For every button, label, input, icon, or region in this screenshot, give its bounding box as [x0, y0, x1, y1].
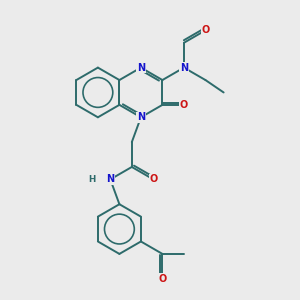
Text: O: O — [158, 274, 166, 284]
Text: H: H — [88, 175, 96, 184]
Text: N: N — [180, 63, 188, 73]
Text: N: N — [137, 63, 145, 73]
Text: O: O — [149, 174, 158, 184]
Text: O: O — [201, 26, 210, 35]
Text: O: O — [180, 100, 188, 110]
Text: N: N — [137, 112, 145, 122]
Text: N: N — [106, 174, 114, 184]
